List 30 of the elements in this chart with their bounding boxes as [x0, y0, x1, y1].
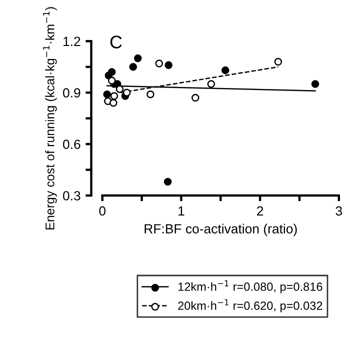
y-tick-label: 0.9	[63, 88, 80, 98]
x-tick-label: 2	[257, 206, 264, 216]
point	[110, 99, 118, 107]
x-tick-label: 3	[336, 206, 342, 216]
point	[146, 90, 154, 98]
point	[108, 76, 116, 84]
x-tick-label: 0	[99, 206, 106, 216]
y-tick-label: 0.6	[63, 140, 80, 149]
point	[122, 88, 131, 96]
point	[129, 63, 137, 71]
point	[311, 80, 320, 88]
x-tick-label: 1	[178, 206, 184, 216]
point	[192, 94, 200, 102]
point	[110, 92, 118, 100]
legend-label: 20km·h$^{−1}$ r=0.620, p=0.032	[178, 299, 322, 312]
y-tick-label: 0.3	[63, 191, 80, 200]
point	[134, 54, 142, 62]
chart-title: C	[110, 36, 122, 48]
point	[155, 60, 164, 68]
x-axis-title: RF:BF co-activation (ratio)	[144, 224, 297, 236]
legend-label: 12km·h$^{−1}$ r=0.080, p=0.816	[178, 280, 322, 294]
point	[164, 178, 172, 186]
point	[103, 90, 111, 98]
point	[164, 61, 172, 70]
y-tick-label: 1.2	[64, 36, 80, 46]
point	[274, 58, 282, 66]
point	[207, 80, 216, 88]
y-axis-title: Energy cost of running (kcal·kg$^{−1}$·km$^{−1}$)	[43, 7, 57, 230]
point	[221, 66, 230, 74]
point	[108, 68, 116, 76]
